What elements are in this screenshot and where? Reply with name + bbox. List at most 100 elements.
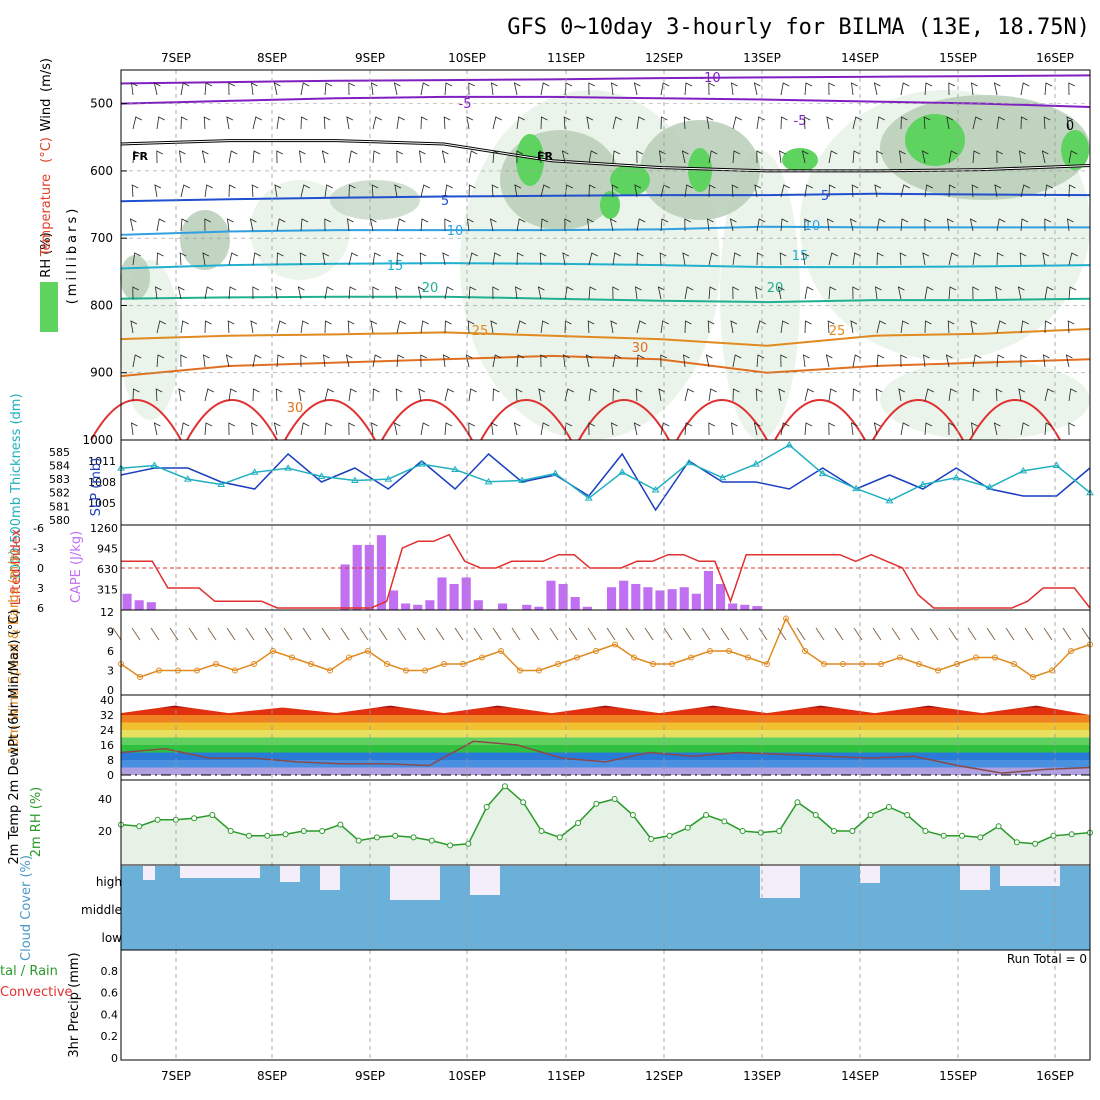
barb [465,354,473,368]
barb [156,252,164,266]
barb [348,286,357,300]
thk-tick-584: 584 [49,459,70,472]
barb [540,184,550,198]
temp-tick-24: 24 [100,724,114,737]
barb [755,286,762,300]
barb [468,388,477,402]
ua-ytick-800: 800 [90,298,113,312]
rh2m-point-11 [319,828,326,834]
barb [1068,286,1077,300]
cloud-gap-6 [760,866,800,898]
wind10-point-43 [935,667,941,674]
cape-bar-27 [449,583,459,610]
barb [684,82,693,96]
rh-tick-20: 20 [98,825,112,838]
wind10-barb-32 [720,627,730,641]
barb [732,286,739,300]
barb [828,150,838,164]
barb [804,218,811,232]
barb [180,354,187,368]
barb [852,286,859,300]
barb [972,150,981,164]
wind10-point-9 [289,654,295,661]
wind10-barb-46 [986,627,996,641]
barb [1044,184,1053,198]
barb [876,320,886,334]
wind10-point-30 [688,654,694,661]
barb [660,354,667,368]
wind10-barb-15 [397,627,407,641]
barb [299,150,306,164]
rh2m-point-39 [831,828,838,834]
rh-high-0 [516,134,544,186]
barb [996,354,1005,368]
wind-barbs [129,82,1078,436]
wind10-point-13 [365,648,371,654]
barb [396,354,405,368]
rh2m-point-36 [776,828,783,834]
barb [828,286,837,300]
ua-ytick-1000: 1000 [82,433,113,447]
barb [180,116,188,130]
barb [1020,116,1028,130]
barb [660,116,668,130]
barb [444,388,454,402]
barb [660,218,669,232]
barb [275,388,283,402]
wind10-point-18 [460,661,466,667]
rh-shade-6 [180,210,230,270]
cape-bar-23 [401,603,411,610]
barb [417,286,425,300]
wind10-barb-51 [1081,627,1091,641]
barb [276,150,283,164]
barb [828,184,836,198]
barb [755,388,763,402]
rh-shade-8 [500,130,620,230]
surface-isotherm-9 [969,399,1061,441]
wind10-point-8 [270,648,276,654]
barb [228,388,237,402]
barb [489,218,497,232]
barb [420,116,428,130]
barb [923,116,931,130]
wind10-point-4 [194,667,200,674]
wind10-point-24 [574,654,580,661]
barb [612,388,620,402]
wind10-point-36 [802,648,808,654]
barb [441,150,449,164]
wind10m-panel [112,615,1093,680]
rh2m-point-48 [995,823,1002,830]
barb [276,320,286,334]
barb [876,150,883,164]
barb [780,116,788,130]
barb [900,82,910,96]
rh2m-point-15 [392,832,399,839]
barb [420,422,430,436]
barb [515,286,522,300]
barb [252,286,259,300]
barb [371,82,378,96]
barb [588,184,596,198]
wind10-point-16 [422,667,428,674]
barb [564,320,572,334]
isotherm-label-7: 10 [804,219,821,234]
barb [1068,252,1078,266]
barb [180,320,189,334]
barb [708,422,715,436]
barb [249,218,257,232]
barb [636,116,645,130]
barb [924,184,933,198]
barb [180,82,190,96]
barb [611,184,619,198]
barb [825,354,833,368]
wind10-point-5 [213,661,219,667]
precip-label-total: tal / Rain [0,964,58,979]
wind10-barb-17 [435,627,445,641]
barb [778,388,786,402]
barb [804,286,814,300]
barb [851,82,858,96]
barb [561,150,569,164]
barb [1068,82,1075,96]
barb [612,286,619,300]
